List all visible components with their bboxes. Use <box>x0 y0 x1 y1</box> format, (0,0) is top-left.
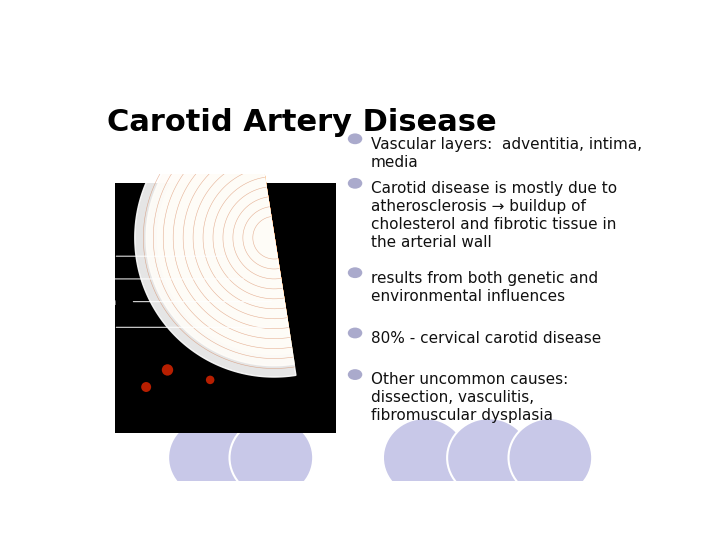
Text: results from both genetic and
environmental influences: results from both genetic and environmen… <box>371 271 598 303</box>
Polygon shape <box>180 145 289 332</box>
Circle shape <box>348 178 362 188</box>
Polygon shape <box>158 123 292 354</box>
Ellipse shape <box>508 418 592 497</box>
Text: Figure 2: Figure 2 <box>44 420 91 433</box>
Circle shape <box>206 376 215 384</box>
Polygon shape <box>223 187 282 289</box>
Polygon shape <box>169 134 291 343</box>
Polygon shape <box>203 167 285 309</box>
Circle shape <box>348 267 362 278</box>
Text: Adventitia: Adventitia <box>63 296 117 307</box>
Text: Carotid Artery Disease: Carotid Artery Disease <box>107 109 496 138</box>
Text: 80% - cervical carotid disease: 80% - cervical carotid disease <box>371 331 601 346</box>
Polygon shape <box>263 226 276 249</box>
Polygon shape <box>256 219 277 256</box>
Text: Vascular layers:  adventitia, intima,
media: Vascular layers: adventitia, intima, med… <box>371 137 642 170</box>
Polygon shape <box>146 111 294 366</box>
Ellipse shape <box>447 418 531 497</box>
Ellipse shape <box>383 418 467 497</box>
Polygon shape <box>135 100 296 377</box>
Ellipse shape <box>230 418 313 497</box>
Polygon shape <box>215 179 284 298</box>
Polygon shape <box>192 156 287 320</box>
Circle shape <box>141 382 151 392</box>
Circle shape <box>162 364 174 376</box>
Text: Other uncommon causes:
dissection, vasculitis,
fibromuscular dysplasia: Other uncommon causes: dissection, vascu… <box>371 373 568 423</box>
Circle shape <box>348 369 362 380</box>
Text: Artery: Artery <box>72 322 104 332</box>
Text: Carotid disease is mostly due to
atherosclerosis → buildup of
cholesterol and fi: Carotid disease is mostly due to atheros… <box>371 181 617 250</box>
Polygon shape <box>232 195 281 280</box>
Polygon shape <box>248 212 278 264</box>
Bar <box>115 183 336 433</box>
Polygon shape <box>240 204 279 272</box>
Ellipse shape <box>168 418 252 497</box>
Text: Media: Media <box>72 274 104 284</box>
Circle shape <box>348 133 362 144</box>
Circle shape <box>348 328 362 339</box>
Text: Intima: Intima <box>72 251 105 261</box>
